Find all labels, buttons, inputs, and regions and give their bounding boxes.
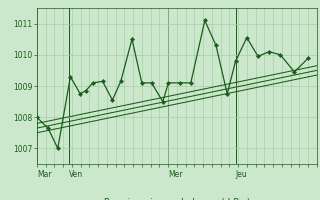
Text: Mer: Mer <box>168 170 183 179</box>
Text: Pression niveau de la mer( hPa ): Pression niveau de la mer( hPa ) <box>104 198 250 200</box>
Text: Jeu: Jeu <box>236 170 247 179</box>
Text: Mar: Mar <box>37 170 52 179</box>
Text: Ven: Ven <box>69 170 83 179</box>
